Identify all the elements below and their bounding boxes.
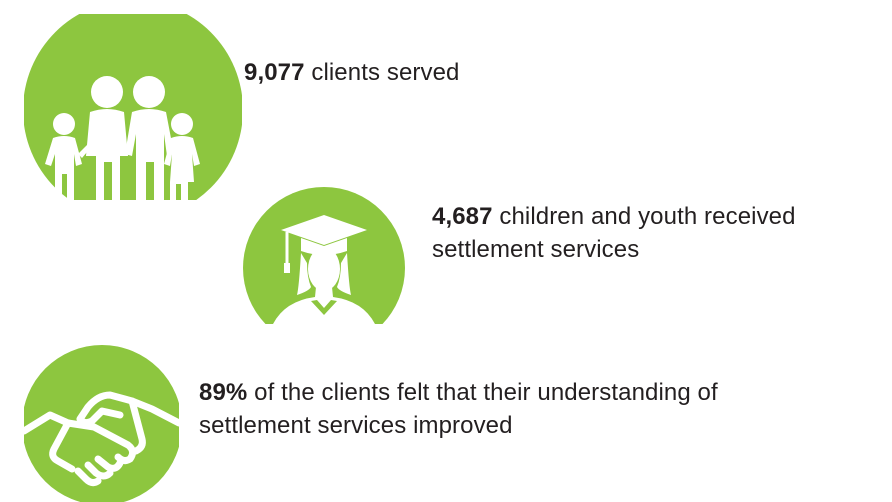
stat-label: children and youth received xyxy=(499,203,796,230)
stat-improved-text: 89% of the clients felt that their under… xyxy=(199,376,718,442)
handshake-icon xyxy=(24,345,179,502)
stat-label: clients served xyxy=(311,59,460,86)
stat-number: 9,077 xyxy=(244,59,305,86)
stat-label-line2: settlement services improved xyxy=(199,412,513,439)
stat-label-line2: settlement services xyxy=(432,236,640,263)
stat-number: 89% xyxy=(199,379,248,406)
stat-label: of the clients felt that their understan… xyxy=(254,379,718,406)
stat-clients-text: 9,077 clients served xyxy=(244,56,459,89)
family-icon xyxy=(24,14,242,200)
stat-number: 4,687 xyxy=(432,203,493,230)
stat-youth-text: 4,687 children and youth received settle… xyxy=(432,200,796,266)
graduate-icon xyxy=(243,187,405,324)
